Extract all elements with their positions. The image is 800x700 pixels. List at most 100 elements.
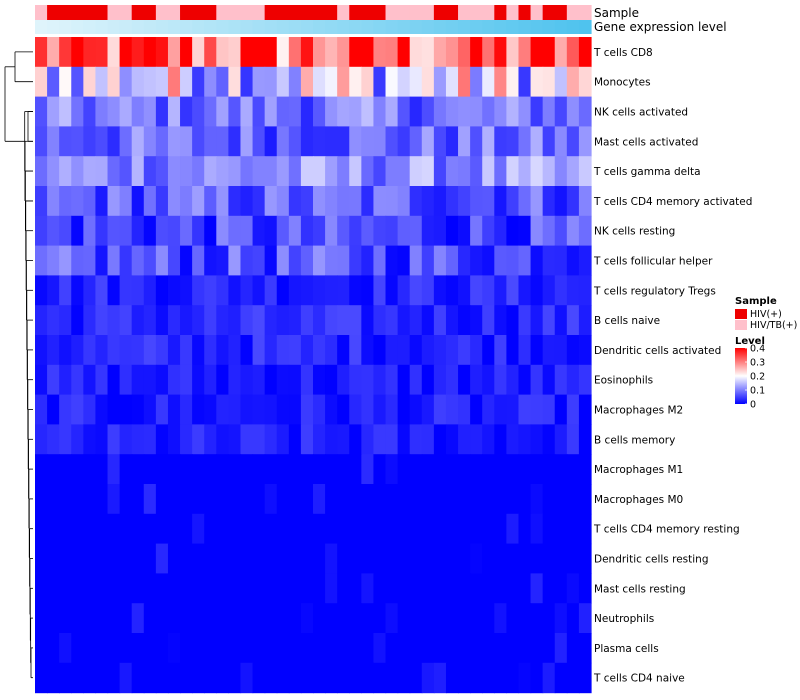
expression-annotation-cell — [131, 20, 145, 34]
heatmap-cell — [385, 275, 399, 306]
heatmap-cell — [204, 394, 217, 425]
row-label: Macrophages M0 — [594, 494, 683, 506]
heatmap-cell — [47, 603, 60, 634]
sample-annotation-cell — [71, 5, 84, 20]
heatmap-cell — [554, 126, 568, 157]
heatmap-cell — [361, 513, 375, 545]
expression-annotation-cell — [566, 20, 580, 34]
heatmap-cell — [107, 633, 121, 664]
heatmap-cell — [155, 424, 169, 455]
heatmap-cell — [264, 513, 278, 545]
heatmap-cell — [216, 454, 229, 485]
heatmap-cell — [313, 186, 326, 217]
heatmap-cell — [482, 424, 495, 455]
heatmap-cell — [566, 424, 580, 455]
heatmap-cell — [204, 245, 217, 276]
heatmap-cell — [337, 662, 350, 694]
heatmap-cell — [409, 186, 423, 217]
heatmap-cell — [397, 186, 411, 217]
heatmap-cell — [204, 156, 217, 187]
heatmap-cell — [59, 245, 72, 276]
heatmap-cell — [482, 305, 495, 336]
expression-annotation-cell — [59, 20, 72, 34]
heatmap-cell — [131, 37, 145, 68]
heatmap-cell — [167, 305, 181, 336]
heatmap-cell — [361, 364, 375, 396]
expression-annotation-cell — [506, 20, 520, 34]
heatmap-cell — [264, 275, 278, 306]
heatmap-cell — [35, 305, 48, 336]
heatmap-cell — [325, 633, 338, 664]
heatmap-cell — [542, 126, 556, 157]
heatmap-cell — [445, 454, 459, 485]
heatmap-cell — [252, 424, 266, 455]
heatmap-cell — [373, 424, 387, 455]
heatmap-cell — [192, 186, 205, 217]
heatmap-cell — [361, 603, 375, 634]
sample-annotation-cell — [530, 5, 544, 20]
heatmap-cell — [119, 424, 133, 455]
heatmap-cell — [470, 513, 483, 545]
heatmap-cell — [288, 96, 302, 127]
heatmap-cell — [180, 37, 193, 68]
heatmap-cell — [409, 662, 423, 694]
heatmap-cell — [252, 394, 266, 425]
heatmap-cell — [59, 37, 72, 68]
heatmap-cell — [119, 543, 133, 574]
sample-annotation-cell — [204, 5, 217, 20]
expression-annotation-cell — [542, 20, 556, 34]
heatmap-cell — [445, 484, 459, 515]
heatmap-cell — [143, 335, 157, 366]
heatmap-cell — [445, 126, 459, 157]
heatmap-cell — [518, 633, 532, 664]
heatmap-cell — [35, 424, 48, 455]
heatmap-cell — [433, 394, 447, 425]
heatmap-cell — [458, 484, 471, 515]
heatmap-cell — [83, 573, 97, 604]
sample-annotation-cell — [506, 5, 520, 20]
heatmap-cell — [143, 156, 157, 187]
heatmap-cell — [47, 156, 60, 187]
heatmap-cell — [288, 364, 302, 396]
expression-annotation-cell — [518, 20, 532, 34]
row-label: Dendritic cells resting — [594, 554, 709, 566]
heatmap-cell — [252, 543, 266, 574]
heatmap-cell — [518, 126, 532, 157]
sample-annotation-cell — [373, 5, 387, 20]
heatmap-cell — [35, 66, 48, 98]
heatmap-cell — [264, 305, 278, 336]
heatmap-cell — [470, 662, 483, 694]
heatmap-cell — [59, 215, 72, 247]
heatmap-cell — [421, 186, 435, 217]
heatmap-cell — [494, 335, 507, 366]
heatmap-cell — [518, 364, 532, 396]
heatmap-cell — [530, 543, 544, 574]
heatmap-cell — [95, 603, 109, 634]
heatmap-cell — [216, 305, 229, 336]
sample-annotation-cell — [240, 5, 254, 20]
heatmap-cell — [83, 215, 97, 247]
heatmap-cell — [530, 484, 544, 515]
heatmap-cell — [482, 513, 495, 545]
heatmap-cell — [83, 126, 97, 157]
heatmap-cell — [216, 543, 229, 574]
row-label: T cells gamma delta — [593, 166, 701, 178]
heatmap-cell — [167, 662, 181, 694]
sample-annotation-cell — [35, 5, 48, 20]
heatmap-cell — [155, 662, 169, 694]
heatmap-cell — [337, 305, 350, 336]
heatmap-cell — [71, 186, 84, 217]
heatmap-cell — [107, 305, 121, 336]
row-label: Mast cells resting — [594, 583, 686, 595]
heatmap-cell — [180, 662, 193, 694]
heatmap-cell — [143, 37, 157, 68]
heatmap-cell — [252, 364, 266, 396]
heatmap-cell — [313, 454, 326, 485]
heatmap-cell — [167, 484, 181, 515]
heatmap-cell — [228, 335, 242, 366]
sample-annotation-cell — [192, 5, 205, 20]
heatmap-cell — [216, 275, 229, 306]
heatmap-cell — [566, 275, 580, 306]
heatmap-cell — [542, 275, 556, 306]
